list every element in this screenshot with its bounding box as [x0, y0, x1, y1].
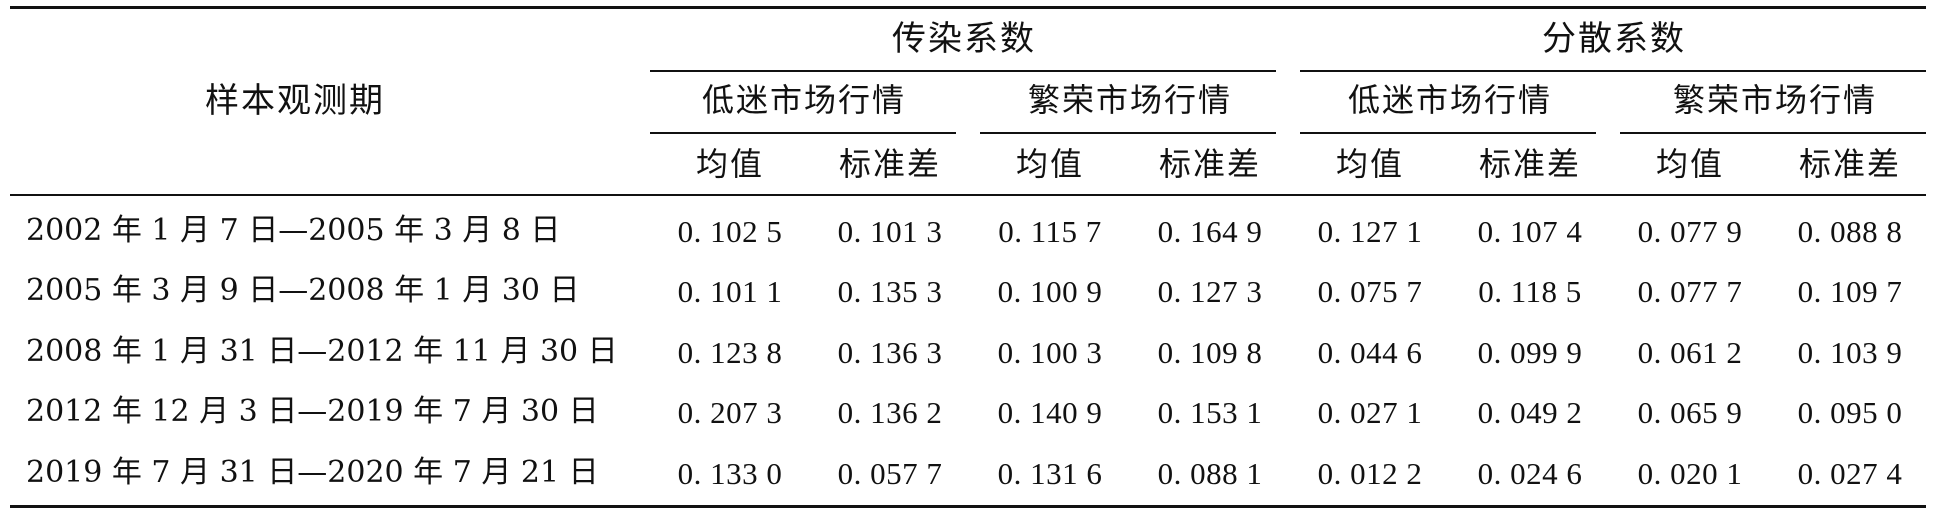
- column-header: 均值: [1655, 145, 1725, 183]
- table-cell: 0. 088 1: [1157, 456, 1263, 491]
- table-cell: 0. 207 3: [677, 395, 783, 430]
- table-cell: 0. 077 9: [1637, 214, 1743, 249]
- table-cell: 0. 127 3: [1157, 274, 1263, 309]
- table-cell: 0. 061 2: [1637, 335, 1743, 370]
- table-cell: 0. 153 1: [1157, 395, 1263, 430]
- table-cell: 0. 101 3: [837, 214, 943, 249]
- column-header: 均值: [1015, 145, 1085, 183]
- table-cell: 0. 100 9: [997, 274, 1103, 309]
- row-period: 2008 年 1 月 31 日—2012 年 11 月 30 日: [26, 334, 618, 369]
- table-cell: 0. 027 1: [1317, 395, 1423, 430]
- table-cell: 0. 024 6: [1477, 456, 1583, 491]
- table-cell: 0. 065 9: [1637, 395, 1743, 430]
- table-cell: 0. 049 2: [1477, 395, 1583, 430]
- table-cell: 0. 020 1: [1637, 456, 1743, 491]
- group-header-dispersion: 分散系数: [1542, 19, 1686, 59]
- table-cell: 0. 044 6: [1317, 335, 1423, 370]
- column-header: 标准差: [1478, 145, 1582, 183]
- subgroup-rule-2: [980, 132, 1276, 134]
- column-header: 标准差: [1158, 145, 1262, 183]
- table-cell: 0. 095 0: [1797, 395, 1903, 430]
- table-cell: 0. 136 2: [837, 395, 943, 430]
- table-cell: 0. 107 4: [1477, 214, 1583, 249]
- group-header-contagion: 传染系数: [892, 19, 1036, 59]
- column-header: 标准差: [1798, 145, 1902, 183]
- table-cell: 0. 131 6: [997, 456, 1103, 491]
- column-header: 均值: [1335, 145, 1405, 183]
- column-header: 标准差: [838, 145, 942, 183]
- table-cell: 0. 075 7: [1317, 274, 1423, 309]
- row-header: 样本观测期: [205, 81, 385, 121]
- column-header: 均值: [695, 145, 765, 183]
- top-rule: [10, 6, 1926, 9]
- subgroup-header: 繁荣市场行情: [1672, 81, 1878, 119]
- subgroup-header: 繁荣市场行情: [1027, 81, 1233, 119]
- table-cell: 0. 012 2: [1317, 456, 1423, 491]
- table-cell: 0. 109 8: [1157, 335, 1263, 370]
- subgroup-header: 低迷市场行情: [701, 81, 907, 119]
- row-period: 2005 年 3 月 9 日—2008 年 1 月 30 日: [26, 273, 580, 308]
- table-cell: 0. 088 8: [1797, 214, 1903, 249]
- row-period: 2002 年 1 月 7 日—2005 年 3 月 8 日: [26, 213, 561, 248]
- table-cell: 0. 099 9: [1477, 335, 1583, 370]
- table-cell: 0. 057 7: [837, 456, 943, 491]
- table-cell: 0. 077 7: [1637, 274, 1743, 309]
- table-cell: 0. 115 7: [998, 214, 1102, 249]
- subgroup-rule-3: [1300, 132, 1596, 134]
- table-cell: 0. 118 5: [1478, 274, 1582, 309]
- table-cell: 0. 135 3: [837, 274, 943, 309]
- row-period: 2019 年 7 月 31 日—2020 年 7 月 21 日: [26, 455, 599, 490]
- table-cell: 0. 136 3: [837, 335, 943, 370]
- table-cell: 0. 127 1: [1317, 214, 1423, 249]
- group-rule-left: [650, 70, 1276, 72]
- subgroup-rule-1: [650, 132, 956, 134]
- group-rule-right: [1300, 70, 1926, 72]
- table-cell: 0. 100 3: [997, 335, 1103, 370]
- row-period: 2012 年 12 月 3 日—2019 年 7 月 30 日: [26, 394, 599, 429]
- table-cell: 0. 140 9: [997, 395, 1103, 430]
- subgroup-header: 低迷市场行情: [1347, 81, 1553, 119]
- table-cell: 0. 123 8: [677, 335, 783, 370]
- table-cell: 0. 133 0: [677, 456, 783, 491]
- header-bottom-rule: [10, 194, 1926, 196]
- table-cell: 0. 164 9: [1157, 214, 1263, 249]
- table-cell: 0. 109 7: [1797, 274, 1903, 309]
- table-cell: 0. 027 4: [1797, 456, 1903, 491]
- table-cell: 0. 101 1: [677, 274, 783, 309]
- table-cell: 0. 103 9: [1797, 335, 1903, 370]
- bottom-rule: [10, 505, 1926, 508]
- table-cell: 0. 102 5: [677, 214, 783, 249]
- subgroup-rule-4: [1620, 132, 1926, 134]
